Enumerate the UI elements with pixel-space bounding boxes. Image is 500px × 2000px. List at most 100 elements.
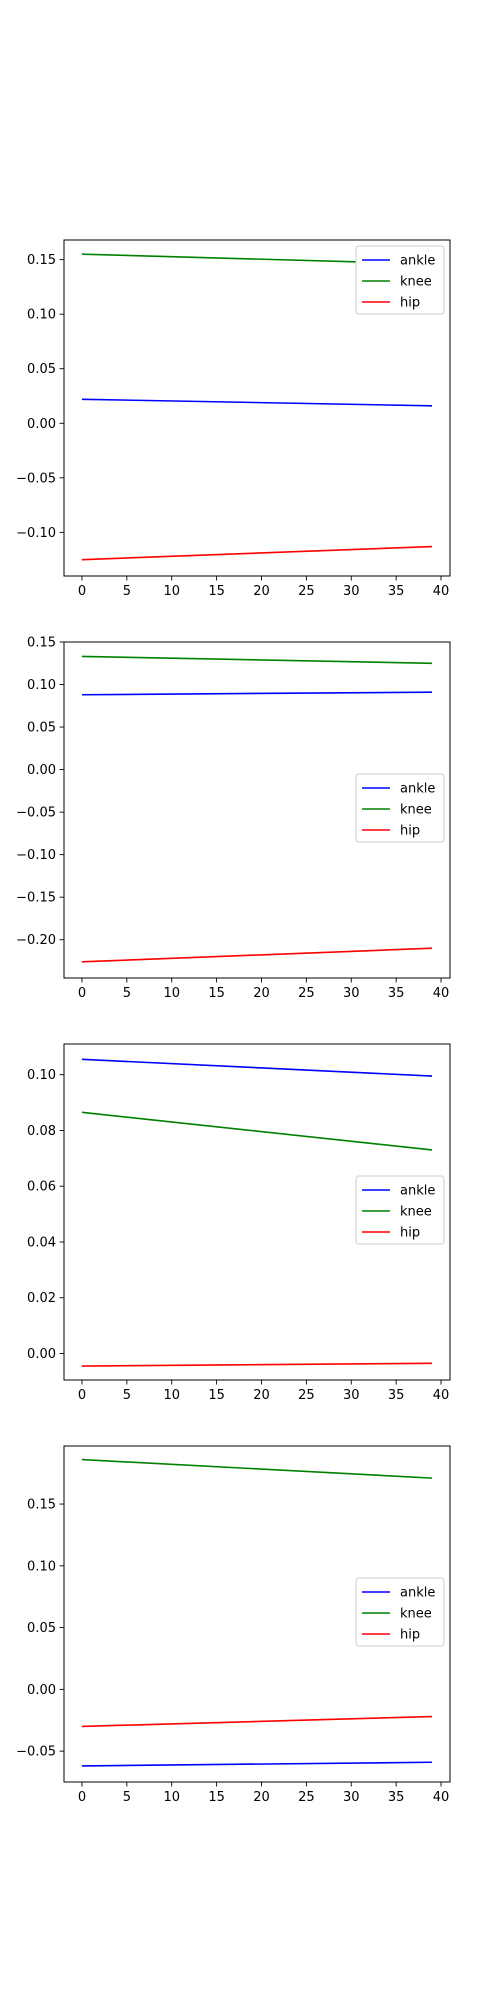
x-tick-label: 40 [433,584,450,599]
x-tick-label: 40 [433,986,450,1001]
y-tick-label: 0.02 [27,1291,56,1306]
x-tick-label: 35 [388,1388,405,1403]
series-line-knee [81,1111,433,1151]
x-tick-label: 5 [123,1790,131,1805]
x-tick-label: 15 [208,1388,225,1403]
subplot-1: 0 5 10 15 20 25 30 35 40 −0.10 −0.05 0.00 0.05 0.10 0.… [16,239,451,599]
x-tick-label: 15 [208,584,225,599]
y-tick-label: −0.05 [16,471,56,486]
y-tick-label: 0.15 [27,253,56,268]
y-tick-label: 0.00 [27,417,56,432]
legend-box [355,245,445,315]
x-tick-label: 20 [253,986,270,1001]
series-line-ankle [81,691,433,696]
legend-label-knee: knee [400,1205,432,1220]
y-tick-label: −0.10 [16,848,56,863]
x-tick-label: 0 [78,584,86,599]
x-tick-label: 30 [343,1388,360,1403]
x-tick-label: 20 [253,1388,270,1403]
x-tick-label: 35 [388,986,405,1001]
x-tick-label: 25 [298,986,315,1001]
series-line-ankle [81,1058,433,1077]
legend-label-ankle: ankle [400,1184,435,1199]
legend: ankle knee hip [355,1175,445,1245]
y-tick-label: 0.00 [27,1347,56,1362]
y-tick-label: 0.15 [27,1498,56,1513]
legend-label-ankle: ankle [400,1586,435,1601]
x-tick-label: 20 [253,1790,270,1805]
y-tick-label: 0.10 [27,1559,56,1574]
x-tick-label: 0 [78,1388,86,1403]
axes-frame [63,1445,451,1783]
legend-label-hip: hip [400,296,420,311]
axes-frame [63,1043,451,1381]
x-tick-label: 10 [163,1790,180,1805]
y-tick-label: 0.08 [27,1124,56,1139]
series-line-hip [81,545,433,561]
y-tick-label: −0.15 [16,891,56,906]
y-tick-label: 0.10 [27,678,56,693]
y-tick-label: −0.20 [16,933,56,948]
x-tick-label: 40 [433,1388,450,1403]
series-line-ankle [81,398,433,407]
legend-label-hip: hip [400,824,420,839]
x-tick-label: 30 [343,584,360,599]
x-tick-label: 30 [343,986,360,1001]
y-tick-label: 0.05 [27,1621,56,1636]
legend-box [355,1175,445,1245]
legend-label-hip: hip [400,1226,420,1241]
x-tick-label: 35 [388,584,405,599]
y-tick-label: 0.05 [27,721,56,736]
y-tick-label: 0.10 [27,1068,56,1083]
x-tick-label: 25 [298,1388,315,1403]
x-tick-label: 5 [123,584,131,599]
x-tick-label: 0 [78,986,86,1001]
x-tick-label: 10 [163,986,180,1001]
y-tick-label: 0.00 [27,763,56,778]
series-line-hip [81,1715,433,1728]
y-tick-label: 0.06 [27,1180,56,1195]
series-line-hip [81,1362,433,1367]
x-tick-label: 25 [298,584,315,599]
legend-box [355,1577,445,1647]
y-tick-label: 0.15 [27,636,56,651]
series-line-ankle [81,1761,433,1767]
y-tick-label: −0.05 [16,806,56,821]
x-tick-label: 25 [298,1790,315,1805]
legend: ankle knee hip [355,773,445,843]
subplot-3: 0 5 10 15 20 25 30 35 40 0.00 0.02 0.04 0.06 0.08 0.10… [27,1043,451,1403]
x-tick-label: 0 [78,1790,86,1805]
x-tick-label: 40 [433,1790,450,1805]
legend-label-ankle: ankle [400,782,435,797]
y-tick-label: 0.04 [27,1235,56,1250]
y-tick-label: 0.10 [27,308,56,323]
x-tick-label: 15 [208,986,225,1001]
subplot-4: 0 5 10 15 20 25 30 35 40 −0.05 0.00 0.05 0.10 0.15 ank… [16,1445,451,1805]
legend-box [355,773,445,843]
y-tick-label: 0.05 [27,362,56,377]
series-line-hip [81,947,433,963]
x-tick-label: 35 [388,1790,405,1805]
x-tick-label: 10 [163,1388,180,1403]
x-tick-label: 10 [163,584,180,599]
series-line-knee [81,1458,433,1479]
subplot-2: 0 5 10 15 20 25 30 35 40 −0.20 −0.15 −0.10 −0.05 0.00… [16,636,451,1001]
x-tick-label: 5 [123,1388,131,1403]
legend-label-ankle: ankle [400,254,435,269]
y-tick-label: 0.00 [27,1683,56,1698]
x-tick-label: 30 [343,1790,360,1805]
legend-label-knee: knee [400,275,432,290]
legend: ankle knee hip [355,1577,445,1647]
y-tick-label: −0.05 [16,1745,56,1760]
axes-frame [63,239,451,577]
series-line-knee [81,655,433,665]
legend-label-knee: knee [400,1607,432,1622]
legend-label-knee: knee [400,803,432,818]
legend: ankle knee hip [355,245,445,315]
axes-frame [63,641,451,979]
y-tick-label: −0.10 [16,526,56,541]
x-tick-label: 20 [253,584,270,599]
x-tick-label: 5 [123,986,131,1001]
x-tick-label: 15 [208,1790,225,1805]
